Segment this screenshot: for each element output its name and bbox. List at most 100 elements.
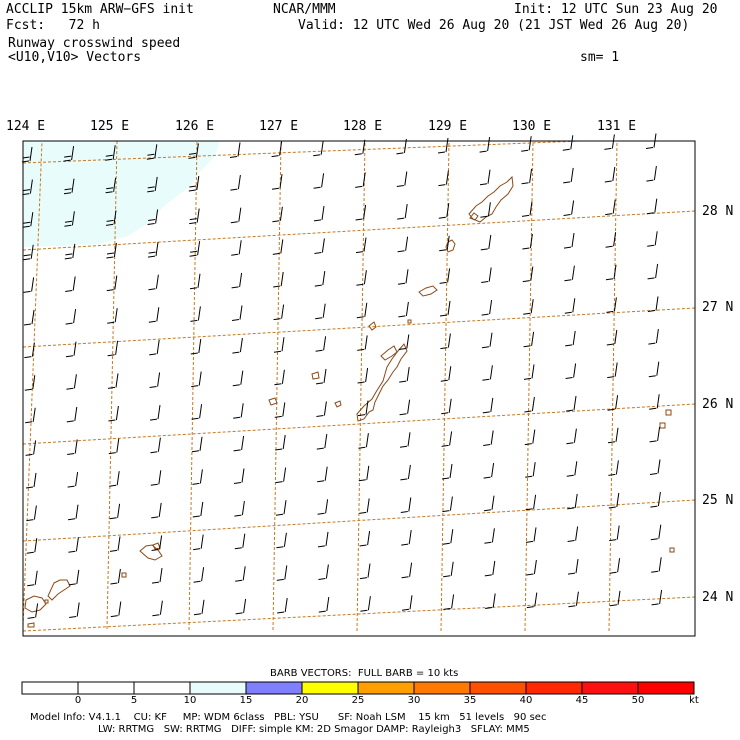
- wind-barb: [231, 305, 243, 321]
- lat-label-24: 24 N: [702, 590, 734, 605]
- meridian-line: [106, 140, 118, 630]
- wind-barb: [607, 427, 619, 444]
- wind-barb: [148, 274, 159, 291]
- wind-barb: [190, 338, 202, 355]
- wind-barb: [647, 263, 659, 280]
- lat-label-28: 28 N: [702, 204, 734, 219]
- wind-barb: [397, 236, 409, 253]
- colorbar-tick-30: 30: [407, 695, 421, 706]
- wind-barb: [65, 276, 76, 292]
- parallel-line: [22, 596, 696, 632]
- wind-barb: [567, 559, 579, 575]
- wind-barb: [479, 137, 491, 153]
- island-iheya: [368, 321, 377, 331]
- wind-barb: [23, 309, 35, 326]
- wind-barb: [317, 466, 328, 483]
- wind-barb: [359, 530, 371, 547]
- wind-barb: [650, 524, 662, 541]
- wind-barb: [193, 534, 204, 551]
- wind-barb: [437, 137, 449, 154]
- wind-barb: [609, 590, 621, 607]
- wind-barb: [317, 531, 329, 548]
- wind-barb: [150, 470, 162, 486]
- wind-barb: [25, 472, 37, 489]
- wind-barb: [481, 332, 493, 349]
- wind-barb: [191, 436, 203, 453]
- wind-barb: [232, 338, 243, 354]
- wind-barb: [440, 333, 451, 350]
- wind-barb: [149, 405, 161, 421]
- forecast-hour: Fcst: 72 h: [6, 18, 100, 33]
- wind-barb: [316, 401, 327, 417]
- wind-barb: [565, 363, 577, 379]
- colorbar-tick-0: 0: [74, 695, 82, 706]
- wind-barb: [314, 271, 326, 287]
- wind-barb: [27, 603, 39, 619]
- parallel-line: [22, 210, 696, 251]
- wind-barb: [149, 372, 161, 388]
- wind-barb: [355, 172, 366, 188]
- wind-barb: [275, 467, 287, 484]
- wind-barb: [235, 566, 246, 582]
- wind-barb: [525, 462, 536, 478]
- colorbar-tick-15: 15: [239, 695, 253, 706]
- wind-barb: [68, 537, 79, 553]
- wind-barb: [606, 329, 618, 346]
- wind-barb: [562, 135, 574, 151]
- wind-barb: [315, 303, 326, 320]
- wind-barb: [649, 426, 661, 443]
- meridian-line: [356, 140, 366, 632]
- colorbar-swatch: [413, 681, 471, 695]
- meridian-line: [272, 140, 282, 631]
- wind-barb: [609, 558, 621, 574]
- lon-label-125: 125 E: [90, 119, 130, 134]
- wind-barb: [521, 201, 533, 217]
- wind-barb: [192, 469, 203, 485]
- wind-barb: [481, 300, 493, 316]
- wind-barb: [605, 264, 617, 281]
- wind-barb: [191, 404, 203, 420]
- wind-barb: [646, 166, 657, 182]
- wind-barb: [526, 559, 537, 576]
- lat-label-25: 25 N: [702, 493, 734, 508]
- meridian-line: [440, 140, 450, 632]
- island-okinawa: [356, 343, 408, 422]
- wind-barb: [441, 463, 453, 480]
- colorbar-swatch: [581, 681, 639, 695]
- wind-barb: [318, 597, 330, 613]
- wind-barb: [443, 561, 454, 578]
- wind-barb: [563, 200, 575, 216]
- wind-barb: [483, 495, 495, 512]
- island-miyako: [139, 544, 163, 561]
- lon-label-124: 124 E: [6, 119, 46, 134]
- wind-barb: [608, 460, 619, 476]
- wind-barb: [567, 493, 578, 510]
- colorbar-tick-20: 20: [295, 695, 309, 706]
- island-kakeroma: [469, 212, 479, 221]
- wind-barb: [485, 593, 496, 609]
- wind-barb: [651, 557, 662, 573]
- wind-barb: [107, 340, 119, 357]
- wind-barb: [192, 501, 204, 518]
- wind-barb: [523, 331, 535, 348]
- wind-barb: [398, 334, 410, 350]
- wind-barb: [110, 601, 122, 618]
- wind-barb: [106, 242, 117, 259]
- wind-barb: [25, 440, 37, 456]
- colorbar-swatch: [245, 681, 303, 695]
- lon-label-128: 128 E: [343, 119, 383, 134]
- wind-barb: [357, 367, 369, 384]
- colorbar-tick-25: 25: [351, 695, 365, 706]
- wind-barb: [105, 145, 116, 161]
- wind-barb: [359, 498, 370, 514]
- wind-barb: [152, 600, 163, 617]
- wind-barb: [189, 208, 200, 225]
- colorbar-swatch: [637, 681, 695, 695]
- wind-barb: [647, 296, 659, 312]
- wind-barb: [109, 471, 120, 487]
- wind-barb: [484, 560, 496, 577]
- wind-barb: [525, 527, 537, 543]
- wind-barb: [439, 235, 450, 252]
- lon-label-131: 131 E: [597, 119, 637, 134]
- wind-barb: [273, 337, 285, 353]
